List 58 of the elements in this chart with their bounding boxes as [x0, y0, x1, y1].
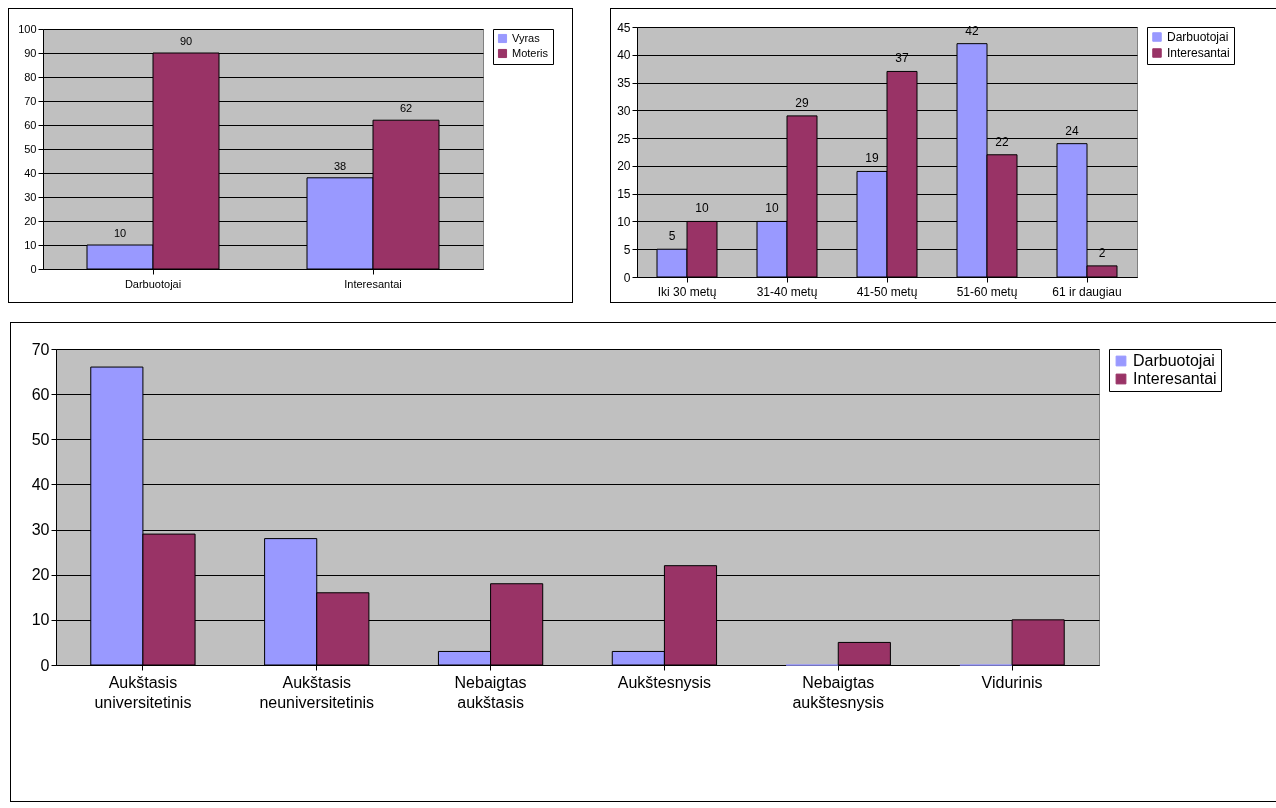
x-tick-label: Darbuotojai — [124, 277, 182, 290]
y-tick-label: 30 — [24, 190, 37, 203]
y-tick-label: 0 — [30, 262, 37, 275]
y-tick-label: 30 — [617, 103, 631, 118]
y-tick-label: 45 — [617, 20, 631, 35]
y-tick-label: 30 — [31, 521, 50, 539]
x-tick-label: Interesantai — [344, 277, 402, 290]
y-tick-label: 80 — [24, 70, 37, 83]
y-tick-label: 5 — [623, 242, 631, 257]
y-tick-label: 15 — [617, 187, 631, 202]
y-tick-label: 60 — [24, 118, 37, 131]
legend-label: Interesantai — [1167, 46, 1230, 60]
y-tick-label: 50 — [24, 142, 37, 155]
y-tick-label: 40 — [24, 166, 37, 179]
legend-label: Darbuotojai — [1133, 352, 1215, 369]
legend-label: Vyras — [512, 31, 541, 44]
x-tick-label: Aukštasis neuniversitetinis — [259, 673, 375, 712]
y-tick-label: 40 — [31, 475, 50, 493]
data-label: 38 — [333, 159, 347, 172]
data-label: 19 — [865, 151, 879, 166]
y-tick-label: 0 — [623, 270, 631, 285]
y-tick-label: 10 — [617, 214, 631, 229]
x-tick-label: 61 ir daugiau — [1052, 284, 1122, 299]
y-tick-label: 10 — [31, 611, 50, 629]
y-tick-label: 50 — [31, 430, 50, 448]
x-tick-label: 51-60 metų — [956, 284, 1018, 299]
y-tick-label: 20 — [617, 159, 631, 174]
legend-label: Interesantai — [1133, 370, 1217, 387]
data-label: 10 — [113, 227, 127, 239]
x-tick-label: 31-40 metų — [756, 284, 818, 299]
y-tick-label: 25 — [617, 131, 631, 146]
y-tick-label: 40 — [617, 48, 631, 63]
y-tick-label: 90 — [24, 46, 37, 59]
y-tick-label: 100 — [18, 22, 37, 35]
x-tick-label: Nebaigtas aukštasis — [454, 673, 527, 712]
data-label: 5 — [668, 229, 676, 244]
y-tick-label: 0 — [40, 656, 50, 674]
y-tick-label: 10 — [24, 238, 37, 251]
data-label: 29 — [795, 95, 809, 110]
y-tick-label: 35 — [617, 76, 631, 91]
legend-label: Moteris — [512, 46, 549, 59]
y-tick-label: 70 — [31, 340, 50, 358]
data-label: 10 — [765, 201, 779, 216]
x-tick-label: Vidurinis — [981, 673, 1043, 691]
legend-label: Darbuotojai — [1167, 30, 1229, 44]
x-tick-label: Aukštasis universitetinis — [94, 673, 192, 712]
y-tick-label: 70 — [24, 94, 37, 107]
data-label: 10 — [695, 201, 709, 216]
y-tick-label: 20 — [31, 566, 50, 584]
x-tick-label: Aukštesnysis — [617, 673, 712, 691]
data-label: 62 — [399, 102, 413, 115]
data-label: 90 — [179, 35, 193, 47]
data-label: 24 — [1065, 123, 1079, 138]
x-tick-label: Nebaigtas aukštesnysis — [792, 673, 885, 712]
x-tick-label: 41-50 metų — [856, 284, 918, 299]
y-tick-label: 60 — [31, 385, 50, 403]
y-tick-label: 20 — [24, 214, 37, 227]
x-tick-label: Iki 30 metų — [657, 284, 717, 299]
